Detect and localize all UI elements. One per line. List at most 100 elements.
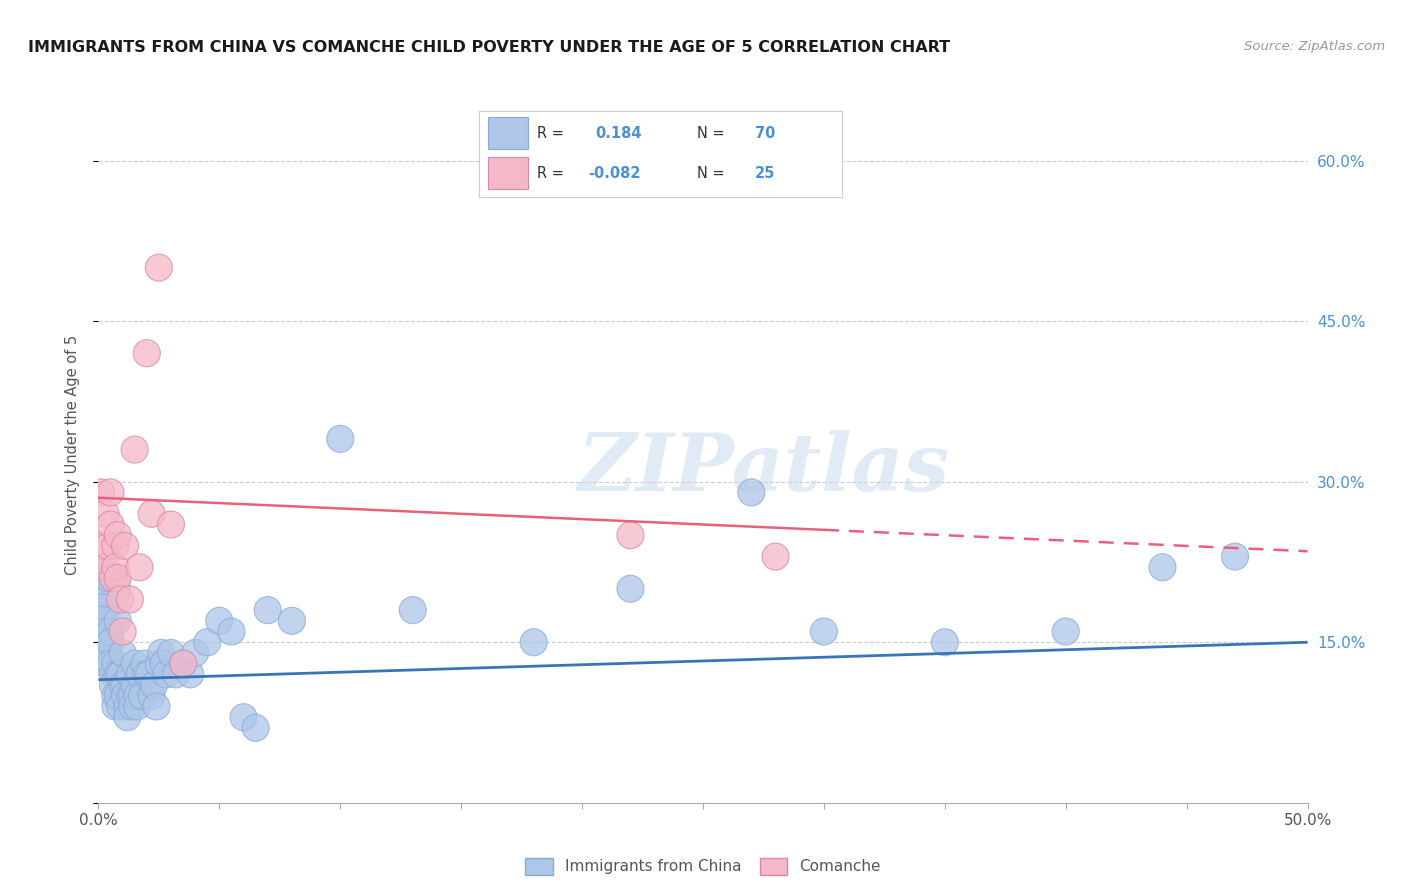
Point	[232, 710, 254, 724]
Y-axis label: Child Poverty Under the Age of 5: Child Poverty Under the Age of 5	[65, 334, 80, 575]
Point	[402, 603, 425, 617]
Point	[108, 699, 131, 714]
Point	[118, 667, 141, 681]
Point	[221, 624, 243, 639]
Point	[124, 678, 146, 692]
Point	[107, 614, 129, 628]
Point	[118, 592, 141, 607]
Point	[114, 539, 136, 553]
Point	[127, 689, 149, 703]
Point	[172, 657, 194, 671]
Point	[104, 657, 127, 671]
Point	[104, 539, 127, 553]
Point	[143, 678, 166, 692]
Legend: Immigrants from China, Comanche: Immigrants from China, Comanche	[524, 857, 882, 875]
Point	[152, 657, 174, 671]
Point	[934, 635, 956, 649]
Point	[131, 689, 153, 703]
Point	[94, 646, 117, 660]
Point	[138, 667, 160, 681]
Point	[172, 657, 194, 671]
Point	[127, 699, 149, 714]
Point	[97, 646, 120, 660]
Point	[114, 678, 136, 692]
Point	[184, 646, 207, 660]
Point	[128, 667, 150, 681]
Point	[94, 507, 117, 521]
Point	[329, 432, 352, 446]
Point	[94, 624, 117, 639]
Point	[121, 689, 143, 703]
Point	[104, 560, 127, 574]
Point	[195, 635, 218, 649]
Point	[1152, 560, 1174, 574]
Text: ZIPatlas: ZIPatlas	[578, 430, 949, 508]
Point	[165, 667, 187, 681]
Point	[256, 603, 278, 617]
Point	[160, 517, 183, 532]
Point	[155, 667, 177, 681]
Point	[118, 689, 141, 703]
Point	[160, 646, 183, 660]
Point	[104, 699, 127, 714]
Point	[111, 624, 134, 639]
Point	[91, 603, 114, 617]
Point	[117, 710, 139, 724]
Text: Source: ZipAtlas.com: Source: ZipAtlas.com	[1244, 40, 1385, 54]
Point	[179, 667, 201, 681]
Point	[100, 635, 122, 649]
Point	[128, 560, 150, 574]
Point	[141, 507, 163, 521]
Point	[150, 646, 173, 660]
Point	[104, 689, 127, 703]
Point	[91, 539, 114, 553]
Point	[97, 539, 120, 553]
Point	[1054, 624, 1077, 639]
Point	[107, 689, 129, 703]
Point	[97, 571, 120, 585]
Point	[108, 592, 131, 607]
Point	[121, 699, 143, 714]
Text: IMMIGRANTS FROM CHINA VS COMANCHE CHILD POVERTY UNDER THE AGE OF 5 CORRELATION C: IMMIGRANTS FROM CHINA VS COMANCHE CHILD …	[28, 40, 950, 55]
Point	[108, 667, 131, 681]
Point	[208, 614, 231, 628]
Point	[523, 635, 546, 649]
Point	[107, 528, 129, 542]
Point	[245, 721, 267, 735]
Point	[90, 582, 112, 596]
Point	[145, 699, 167, 714]
Point	[135, 667, 157, 681]
Point	[135, 346, 157, 360]
Point	[619, 582, 641, 596]
Point	[111, 678, 134, 692]
Point	[90, 592, 112, 607]
Point	[134, 657, 156, 671]
Point	[114, 689, 136, 703]
Point	[101, 571, 124, 585]
Point	[100, 624, 122, 639]
Point	[148, 260, 170, 275]
Point	[107, 667, 129, 681]
Point	[124, 442, 146, 457]
Point	[94, 560, 117, 574]
Point	[740, 485, 762, 500]
Point	[94, 657, 117, 671]
Point	[100, 517, 122, 532]
Point	[111, 646, 134, 660]
Point	[91, 614, 114, 628]
Point	[148, 657, 170, 671]
Point	[90, 485, 112, 500]
Point	[1223, 549, 1246, 564]
Point	[117, 699, 139, 714]
Point	[765, 549, 787, 564]
Point	[619, 528, 641, 542]
Point	[141, 689, 163, 703]
Point	[813, 624, 835, 639]
Point	[101, 667, 124, 681]
Point	[107, 571, 129, 585]
Point	[100, 657, 122, 671]
Point	[100, 485, 122, 500]
Point	[124, 657, 146, 671]
Point	[101, 678, 124, 692]
Point	[281, 614, 304, 628]
